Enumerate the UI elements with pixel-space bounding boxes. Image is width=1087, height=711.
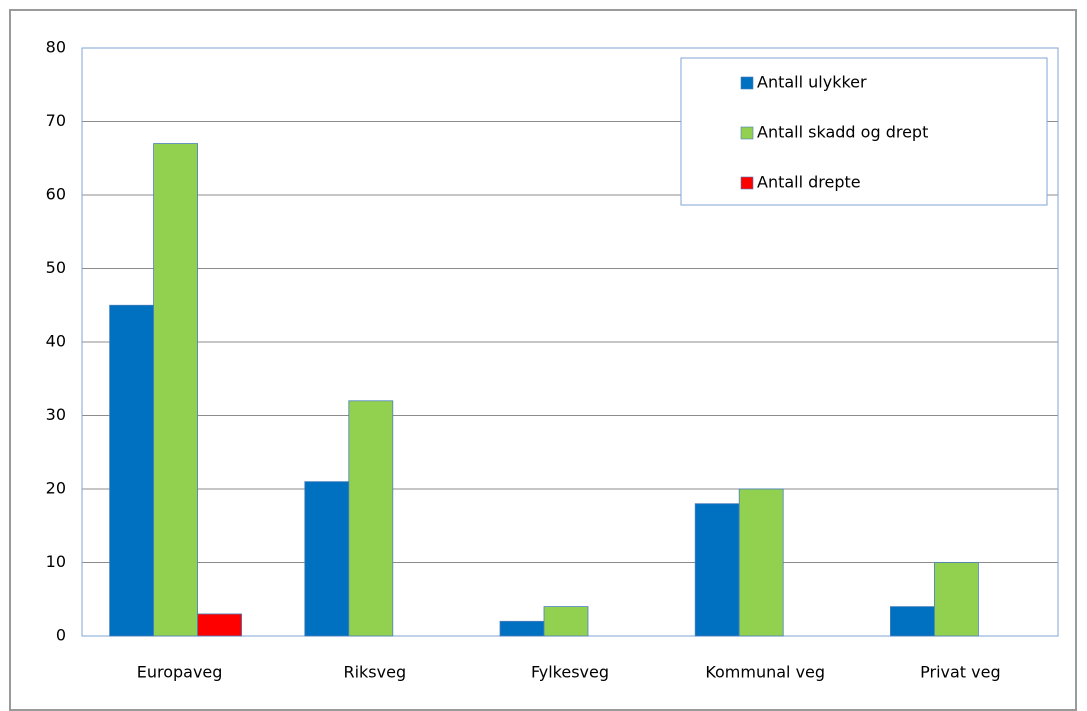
bar bbox=[543, 606, 589, 637]
legend-swatch bbox=[740, 126, 754, 140]
bar bbox=[890, 606, 935, 637]
bar bbox=[153, 143, 199, 637]
bar bbox=[304, 481, 350, 637]
legend-swatch bbox=[740, 76, 754, 90]
y-tick-label: 50 bbox=[46, 258, 66, 277]
y-tick-label: 60 bbox=[46, 185, 66, 204]
y-tick-label: 30 bbox=[46, 405, 66, 424]
x-tick-label: Riksveg bbox=[343, 663, 406, 682]
bar bbox=[197, 613, 243, 637]
bar bbox=[348, 400, 394, 637]
x-tick-label: Privat veg bbox=[920, 663, 1001, 682]
bar bbox=[694, 503, 740, 637]
legend-label: Antall ulykker bbox=[757, 73, 867, 92]
bar bbox=[499, 620, 545, 637]
legend-label: Antall skadd og drept bbox=[757, 123, 928, 142]
bar bbox=[934, 562, 979, 637]
y-tick-label: 0 bbox=[56, 626, 66, 645]
x-tick-label: Europaveg bbox=[137, 663, 223, 682]
y-tick-label: 20 bbox=[46, 479, 66, 498]
legend-label: Antall drepte bbox=[757, 173, 861, 192]
y-tick-label: 10 bbox=[46, 552, 66, 571]
bar bbox=[109, 304, 154, 637]
y-tick-label: 70 bbox=[46, 111, 66, 130]
y-tick-label: 40 bbox=[46, 332, 66, 351]
bar bbox=[738, 488, 784, 637]
x-tick-label: Fylkesveg bbox=[531, 663, 609, 682]
x-tick-label: Kommunal veg bbox=[705, 663, 825, 682]
legend-swatch bbox=[740, 176, 754, 190]
y-tick-label: 80 bbox=[46, 38, 66, 57]
